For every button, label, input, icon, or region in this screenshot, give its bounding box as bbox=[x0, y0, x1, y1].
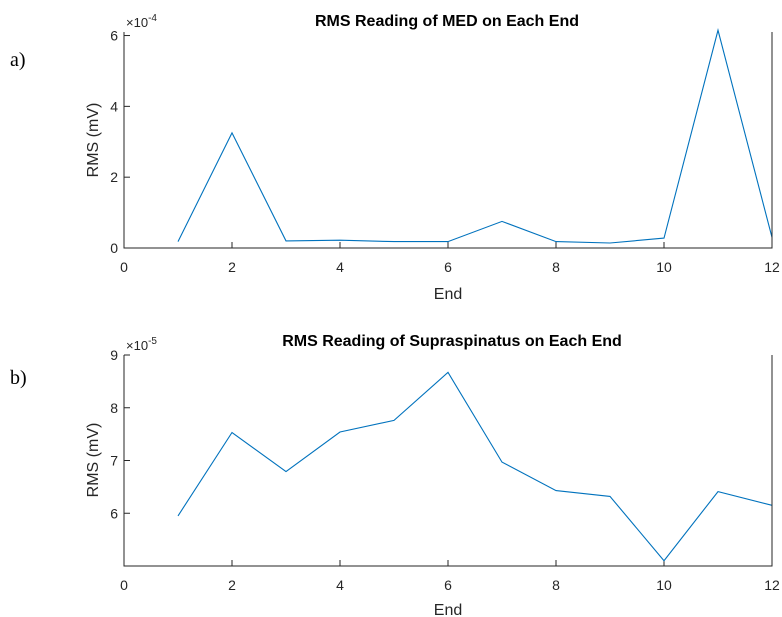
chart-title-b: RMS Reading of Supraspinatus on Each End bbox=[282, 333, 622, 350]
plot-area-b bbox=[124, 355, 772, 566]
x-tick-label-b: 0 bbox=[120, 577, 128, 593]
x-tick-label-a: 8 bbox=[552, 259, 560, 275]
x-tick-label-b: 4 bbox=[336, 577, 344, 593]
exponent-label-a: ×10-4 bbox=[126, 13, 157, 30]
x-tick-label-a: 12 bbox=[764, 259, 780, 275]
x-tick-label-b: 8 bbox=[552, 577, 560, 593]
series-line-b bbox=[177, 371, 773, 562]
x-tick-label-b: 2 bbox=[228, 577, 236, 593]
y-tick-label-b: 7 bbox=[110, 453, 118, 469]
x-tick-label-b: 10 bbox=[656, 577, 672, 593]
panel-label-a: a) bbox=[10, 49, 26, 71]
y-tick-label-b: 9 bbox=[110, 347, 118, 363]
x-tick-label-a: 10 bbox=[656, 259, 672, 275]
y-axis-label-b: RMS (mV) bbox=[85, 423, 102, 498]
chart-panel-b: b) RMS Reading of Supraspinatus on Each … bbox=[10, 333, 780, 617]
x-tick-label-a: 2 bbox=[228, 259, 236, 275]
x-axis-label-a: End bbox=[434, 286, 462, 303]
x-tick-label-b: 6 bbox=[444, 577, 452, 593]
panel-label-b: b) bbox=[10, 367, 27, 389]
series-line-a bbox=[177, 28, 773, 244]
chart-panel-a: a) RMS Reading of MED on Each End 0 2 4 6 8 1… bbox=[10, 13, 780, 303]
x-tick-label-a: 4 bbox=[336, 259, 344, 275]
axes-box-a bbox=[123, 32, 773, 249]
y-axis-label-a: RMS (mV) bbox=[85, 103, 102, 178]
ticks-b: 0 2 4 6 8 10 12 6 7 8 9 bbox=[110, 347, 780, 593]
y-tick-label-b: 6 bbox=[110, 505, 118, 521]
exponent-label-b: ×10-5 bbox=[126, 336, 157, 353]
x-tick-label-b: 12 bbox=[764, 577, 780, 593]
y-tick-label-a: 2 bbox=[110, 169, 118, 185]
chart-title-a: RMS Reading of MED on Each End bbox=[315, 13, 579, 30]
axes-box-b bbox=[123, 355, 773, 567]
y-tick-label-a: 6 bbox=[110, 28, 118, 44]
x-tick-label-a: 0 bbox=[120, 259, 128, 275]
x-axis-label-b: End bbox=[434, 602, 462, 617]
y-tick-label-a: 4 bbox=[110, 98, 118, 114]
plot-area-a bbox=[124, 32, 772, 248]
y-tick-label-b: 8 bbox=[110, 400, 118, 416]
y-tick-label-a: 0 bbox=[110, 240, 118, 256]
x-tick-label-a: 6 bbox=[444, 259, 452, 275]
